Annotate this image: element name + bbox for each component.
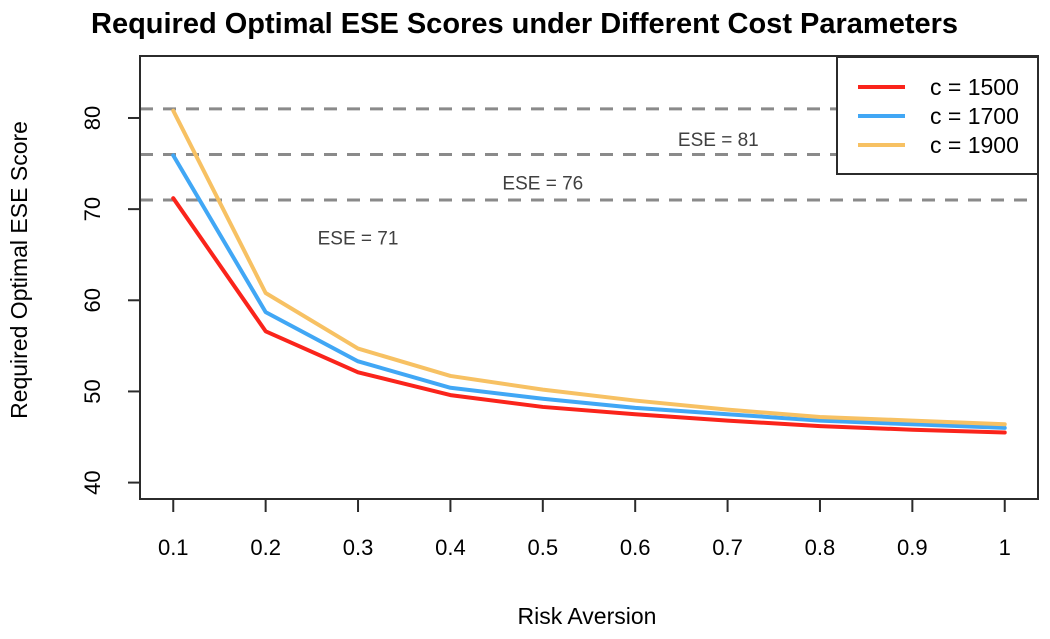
legend-label: c = 1900	[930, 132, 1019, 158]
x-tick-label: 1	[999, 535, 1011, 560]
y-tick-label: 70	[80, 197, 105, 221]
x-tick-label: 0.4	[435, 535, 466, 560]
plot-box	[139, 55, 1039, 500]
x-tick-label: 0.8	[805, 535, 836, 560]
reference-line-label: ESE = 71	[318, 228, 399, 249]
y-tick-label: 80	[80, 106, 105, 130]
series-line	[171, 108, 1007, 427]
x-tick-label: 0.2	[250, 535, 281, 560]
x-tick-label: 0.1	[158, 535, 189, 560]
legend-label: c = 1500	[930, 74, 1019, 100]
x-tick-label: 0.6	[620, 535, 651, 560]
series-line	[171, 153, 1007, 430]
y-axis-title: Required Optimal ESE Score	[6, 121, 32, 419]
chart-title: Required Optimal ESE Scores under Differ…	[91, 8, 959, 40]
reference-line-label: ESE = 81	[678, 130, 759, 151]
series-line	[171, 196, 1007, 435]
x-tick-label: 0.9	[897, 535, 928, 560]
x-tick-label: 0.5	[528, 535, 559, 560]
x-tick-label: 0.3	[343, 535, 374, 560]
y-tick-label: 40	[80, 470, 105, 494]
legend-label: c = 1700	[930, 103, 1019, 129]
y-tick-label: 60	[80, 288, 105, 312]
reference-line-label: ESE = 76	[502, 174, 583, 195]
y-tick-label: 50	[80, 379, 105, 403]
x-tick-label: 0.7	[712, 535, 743, 560]
x-axis-title: Risk Aversion	[518, 603, 657, 629]
